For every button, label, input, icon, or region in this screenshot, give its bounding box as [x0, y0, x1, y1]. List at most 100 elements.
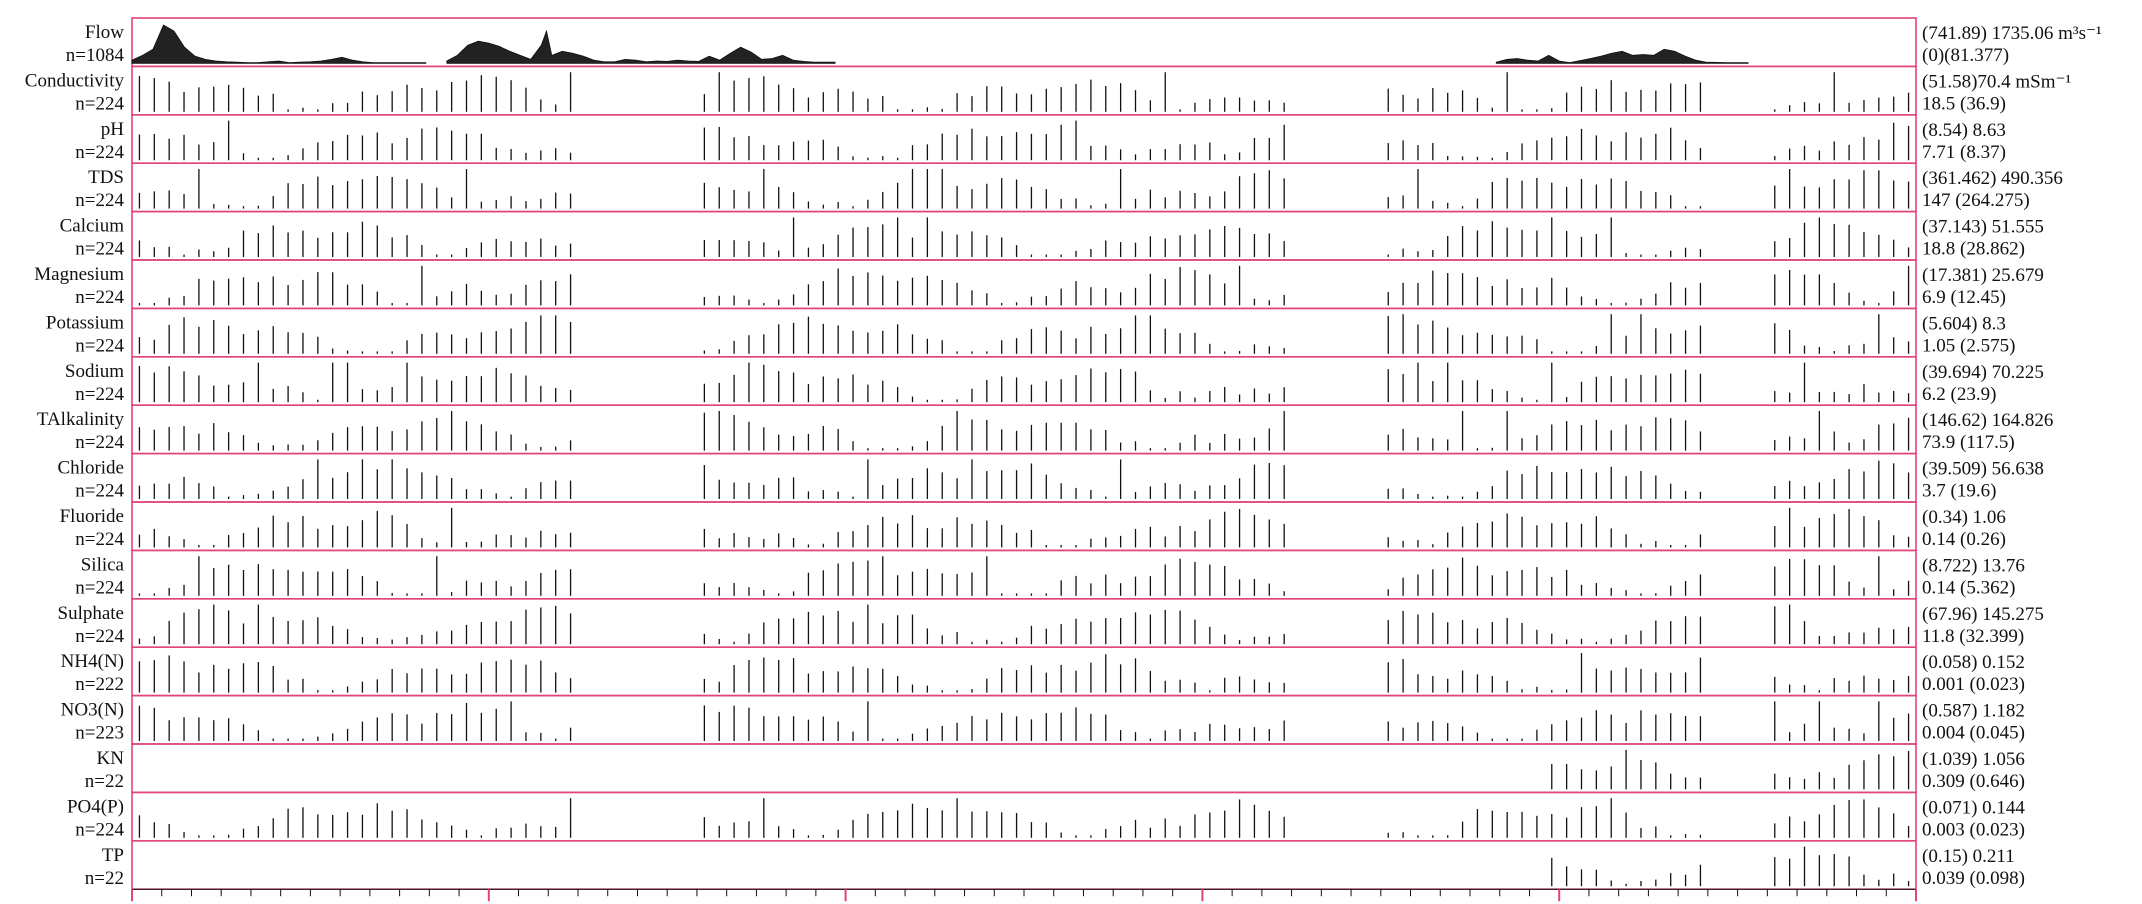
- panel-name: PO4(P): [67, 796, 124, 817]
- panel-stats-bottom: 0.14 (5.362): [1922, 577, 2015, 598]
- panel-name: Potassium: [46, 312, 124, 333]
- panel-count: n=224: [75, 287, 124, 308]
- panel-ph: pHn=224 (8.54) 8.637.71 (8.37): [75, 114, 2006, 165]
- x-axis: [131, 888, 1917, 902]
- panel-count: n=224: [75, 626, 124, 647]
- panel-name: Silica: [81, 554, 125, 575]
- panel-stats-top: (39.509) 56.638: [1922, 459, 2044, 480]
- panel-name: Conductivity: [25, 70, 125, 91]
- panel-stats-top: (0.587) 1.182: [1922, 701, 2025, 722]
- panel-count: n=224: [75, 481, 124, 502]
- panel-name: KN: [97, 748, 125, 769]
- panel-name: NO3(N): [61, 700, 124, 721]
- panel-name: Magnesium: [34, 264, 124, 285]
- panel-count: n=224: [75, 529, 124, 550]
- panel-stats-top: (37.143) 51.555: [1922, 217, 2044, 238]
- panel-name: TAlkalinity: [37, 409, 125, 430]
- panel-count: n=224: [75, 819, 124, 840]
- panel-count: n=223: [75, 723, 124, 744]
- panel-count: n=224: [75, 384, 124, 405]
- panel-frame: [131, 452, 1917, 503]
- panel-frame: [131, 210, 1917, 261]
- panel-stats-top: (67.96) 145.275: [1922, 604, 2044, 625]
- panel-name: pH: [101, 119, 125, 140]
- panel-frame: [131, 404, 1917, 455]
- flow-area-1: [131, 24, 427, 64]
- panel-stats-bottom: 0.039 (0.098): [1922, 868, 2025, 889]
- panel-frame: [131, 694, 1917, 745]
- panel-stats-bottom: 1.05 (2.575): [1922, 335, 2015, 356]
- panel-frame: [131, 549, 1917, 600]
- panel-frame: [131, 65, 1917, 116]
- panel-stats-top: (8.722) 13.76: [1922, 555, 2025, 576]
- panel-stats-top: (0.071) 0.144: [1922, 797, 2025, 818]
- panel-stats-top: (741.89) 1735.06 m³s⁻¹: [1922, 23, 2102, 44]
- panel-frame: [131, 646, 1917, 697]
- panel-stats-bottom: (0)(81.377): [1922, 45, 2009, 66]
- panel-frame: [131, 501, 1917, 552]
- panel-stats-bottom: 6.9 (12.45): [1922, 287, 2006, 308]
- panel-frame: [131, 162, 1917, 213]
- panel-count: n=224: [75, 432, 124, 453]
- panel-name: Fluoride: [60, 506, 124, 527]
- panel-name: Sodium: [65, 361, 124, 382]
- panel-stats-top: (361.462) 490.356: [1922, 168, 2063, 189]
- panel-stats-bottom: 3.7 (19.6): [1922, 481, 1996, 502]
- panel-name: Chloride: [58, 458, 125, 479]
- panel-count: n=1084: [66, 45, 125, 66]
- panel-stats-bottom: 0.001 (0.023): [1922, 674, 2025, 695]
- panel-count: n=224: [75, 142, 124, 163]
- panel-stats-bottom: 11.8 (32.399): [1922, 626, 2024, 647]
- panel-name: Flow: [85, 22, 124, 43]
- panel-frame: [131, 355, 1917, 406]
- panel-frame: [131, 307, 1917, 358]
- panel-frame: [131, 839, 1917, 890]
- panel-frame: [131, 114, 1917, 165]
- panel-count: n=224: [75, 239, 124, 260]
- panel-name: Sulphate: [58, 603, 125, 624]
- panel-frame: [131, 791, 1917, 842]
- panel-frame: [131, 259, 1917, 310]
- panel-stats-bottom: 0.14 (0.26): [1922, 529, 2006, 550]
- panel-frame: [131, 743, 1917, 794]
- panel-stats-bottom: 0.309 (0.646): [1922, 771, 2025, 792]
- panel-stats-bottom: 6.2 (23.9): [1922, 384, 1996, 405]
- panel-stats-top: (0.15) 0.211: [1922, 846, 2015, 867]
- panel-stats-top: (5.604) 8.3: [1922, 313, 2006, 334]
- panel-name: NH4(N): [61, 651, 124, 672]
- panel-stats-bottom: 0.004 (0.045): [1922, 723, 2025, 744]
- panel-stats-bottom: 18.5 (36.9): [1922, 93, 2006, 114]
- panel-count: n=224: [75, 93, 124, 114]
- panel-count: n=224: [75, 190, 124, 211]
- panel-count: n=222: [75, 674, 124, 695]
- panel-count: n=22: [85, 868, 124, 889]
- flow-area-3: [1495, 48, 1749, 64]
- panel-stats-top: (1.039) 1.056: [1922, 749, 2025, 770]
- panel-stats-bottom: 0.003 (0.023): [1922, 819, 2025, 840]
- panel-stats-top: (39.694) 70.225: [1922, 362, 2044, 383]
- panel-stats-top: (146.62) 164.826: [1922, 410, 2053, 431]
- panel-name: Calcium: [60, 216, 125, 237]
- panel-stats-bottom: 73.9 (117.5): [1922, 432, 2015, 453]
- panel-stats-top: (51.58)70.4 mSm⁻¹: [1922, 71, 2072, 92]
- panel-stats-bottom: 147 (264.275): [1922, 190, 2030, 211]
- panel-count: n=224: [75, 577, 124, 598]
- panel-count: n=22: [85, 771, 124, 792]
- panel-stats-top: (0.058) 0.152: [1922, 652, 2025, 673]
